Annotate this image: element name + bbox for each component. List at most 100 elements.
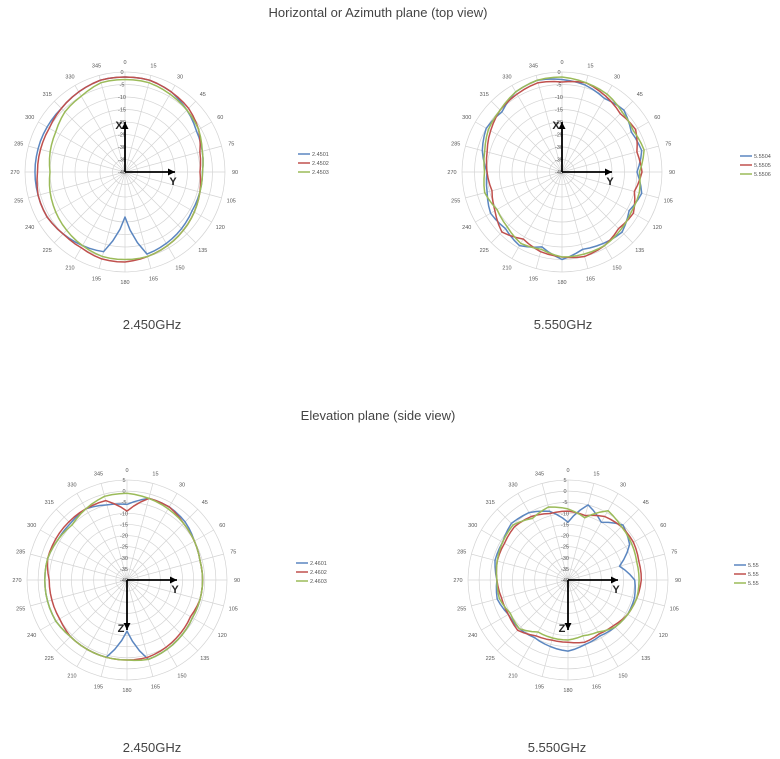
- legend-entry: 5.5504: [754, 154, 771, 160]
- legend-entry: 5.5505: [754, 163, 771, 169]
- grid-spoke: [54, 171, 126, 243]
- grid-spoke: [481, 579, 569, 631]
- angle-tick-label: 195: [92, 276, 101, 282]
- angle-tick-label: 105: [664, 198, 673, 204]
- grid-spoke: [126, 529, 214, 581]
- radial-tick-label: -15: [118, 108, 126, 114]
- angle-tick-label: 120: [216, 225, 225, 231]
- horizontal-axis-arrow-head: [605, 168, 612, 176]
- radial-tick-label: 0: [563, 489, 566, 495]
- radial-tick-label: 0: [120, 70, 123, 76]
- angle-tick-label: 150: [175, 265, 184, 271]
- radial-tick-label: -40: [120, 578, 128, 584]
- radial-tick-label: 0: [557, 70, 560, 76]
- radial-tick-label: -30: [555, 145, 563, 151]
- angle-tick-label: 180: [122, 688, 131, 694]
- angle-tick-label: 225: [486, 656, 495, 662]
- grid-spoke: [561, 171, 589, 269]
- grid-spoke: [76, 579, 128, 667]
- angle-tick-label: 195: [529, 276, 538, 282]
- angle-tick-label: 180: [557, 280, 566, 286]
- grid-spoke: [98, 75, 126, 173]
- angle-tick-label: 255: [14, 198, 23, 204]
- grid-spoke: [561, 121, 649, 173]
- angle-tick-label: 225: [43, 248, 52, 254]
- radial-tick-label: -20: [118, 120, 126, 126]
- angle-tick-label: 150: [612, 265, 621, 271]
- angle-tick-label: 300: [25, 115, 34, 121]
- grid-spoke: [465, 145, 563, 173]
- angle-tick-label: 240: [25, 225, 34, 231]
- radial-tick-label: -15: [120, 522, 128, 528]
- angle-tick-label: 30: [614, 75, 620, 81]
- radial-tick-label: -20: [120, 534, 128, 540]
- angle-tick-label: 120: [218, 633, 227, 639]
- angle-tick-label: 285: [457, 550, 466, 556]
- series-line: [495, 506, 640, 641]
- angle-tick-label: 150: [618, 673, 627, 679]
- radial-tick-label: -25: [118, 133, 126, 139]
- grid-spoke: [471, 553, 569, 581]
- grid-spoke: [497, 509, 569, 581]
- radial-tick-label: -30: [120, 556, 128, 562]
- angle-tick-label: 0: [560, 60, 563, 66]
- grid-spoke: [497, 579, 569, 651]
- azimuth-section-title: Horizontal or Azimuth plane (top view): [268, 5, 488, 20]
- grid-spoke: [511, 171, 563, 259]
- grid-spoke: [567, 493, 619, 581]
- grid-spoke: [475, 121, 563, 173]
- grid-spoke: [561, 85, 613, 173]
- grid-spoke: [56, 509, 128, 581]
- grid-spoke: [100, 483, 128, 581]
- grid-spoke: [561, 171, 659, 199]
- horizontal-axis-label: Y: [171, 584, 179, 596]
- angle-tick-label: 210: [65, 265, 74, 271]
- grid-spoke: [567, 579, 665, 607]
- horizontal-axis-arrow-head: [168, 168, 175, 176]
- radial-tick-label: 0: [122, 489, 125, 495]
- grid-spoke: [74, 171, 126, 259]
- grid-spoke: [561, 171, 649, 223]
- radial-tick-label: -40: [118, 170, 126, 176]
- angle-tick-label: 345: [529, 64, 538, 70]
- grid-spoke: [561, 101, 633, 173]
- grid-spoke: [535, 75, 563, 173]
- azimuth-2450-polar-chart: 0 15 30 45 60 75 90 105 120 135 150 165 180 195 210 225…: [10, 60, 329, 286]
- angle-tick-label: 165: [592, 684, 601, 690]
- vertical-axis-arrow-head: [121, 122, 129, 129]
- grid-spoke: [126, 579, 198, 651]
- radial-tick-label: -20: [555, 120, 563, 126]
- angle-tick-label: 240: [468, 633, 477, 639]
- radial-tick-label: -40: [555, 170, 563, 176]
- angle-tick-label: 300: [27, 523, 36, 529]
- grid-spoke: [126, 553, 224, 581]
- angle-tick-label: 60: [660, 523, 666, 529]
- elevation-2450-polar-chart: 0 15 30 45 60 75 90 105 120 135 150 165 180 195 210 225…: [12, 468, 327, 694]
- angle-tick-label: 30: [620, 483, 626, 489]
- series-line: [48, 78, 204, 261]
- grid-spoke: [124, 171, 176, 259]
- radial-tick-label: -10: [118, 95, 126, 101]
- grid-spoke: [124, 171, 196, 243]
- legend-entry: 2.4603: [310, 579, 327, 585]
- radial-tick-label: -35: [561, 567, 569, 573]
- vertical-axis-label: X: [115, 120, 123, 132]
- angle-tick-label: 90: [232, 170, 238, 176]
- angle-tick-label: 330: [65, 75, 74, 81]
- grid-spoke: [567, 579, 595, 677]
- grid-spoke: [535, 171, 563, 269]
- angle-tick-label: 255: [457, 606, 466, 612]
- radial-tick-label: 5: [122, 478, 125, 484]
- angle-tick-label: 45: [200, 92, 206, 98]
- angle-tick-label: 0: [566, 468, 569, 474]
- grid-spoke: [28, 171, 126, 199]
- angle-tick-label: 255: [16, 606, 25, 612]
- angle-tick-label: 60: [219, 523, 225, 529]
- azimuth-5550-polar-chart: 0 15 30 45 60 75 90 105 120 135 150 165 180 195 210 225…: [447, 60, 771, 286]
- angle-tick-label: 195: [535, 684, 544, 690]
- radial-tick-label: -20: [561, 534, 569, 540]
- angle-tick-label: 15: [593, 472, 599, 478]
- angle-tick-label: 330: [508, 483, 517, 489]
- legend-entry: 2.4501: [312, 152, 329, 158]
- grid-spoke: [471, 579, 569, 607]
